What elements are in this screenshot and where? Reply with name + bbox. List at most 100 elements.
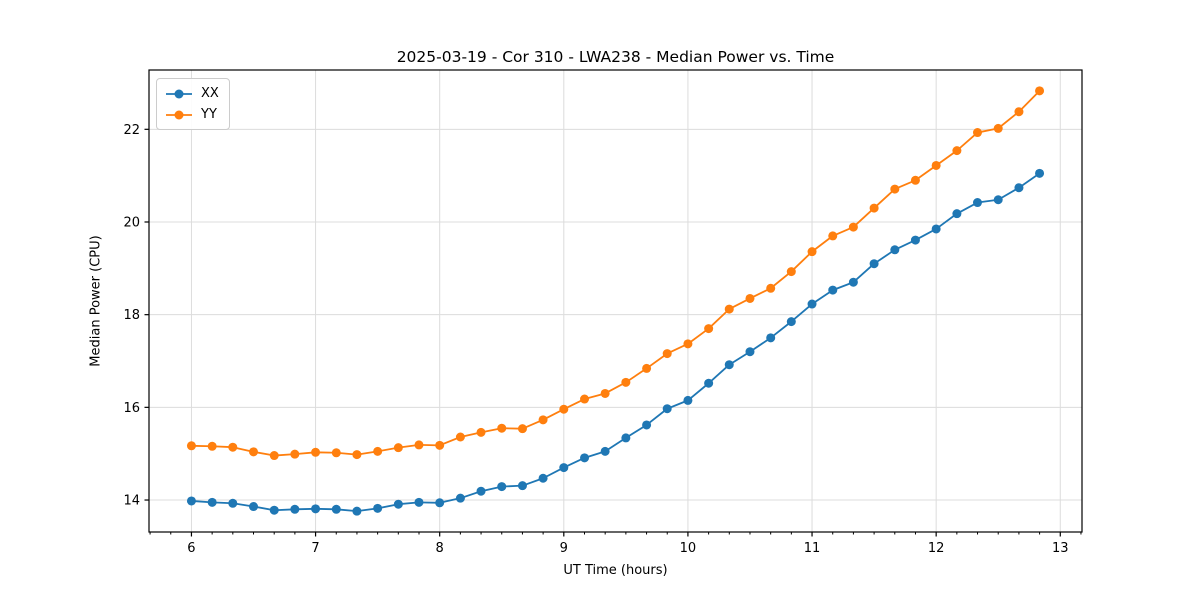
data-point-yy <box>414 440 424 450</box>
data-point-xx <box>269 505 279 515</box>
data-point-yy <box>972 128 982 138</box>
data-point-yy <box>910 175 920 185</box>
legend-box: XX YY <box>156 78 230 130</box>
data-point-xx <box>869 259 879 269</box>
legend-label-yy: YY <box>201 107 217 122</box>
data-point-xx <box>786 317 796 327</box>
data-point-xx <box>207 497 217 507</box>
data-point-yy <box>683 339 693 349</box>
data-point-yy <box>807 247 817 257</box>
data-point-yy <box>580 394 590 404</box>
legend-label-xx: XX <box>201 86 219 101</box>
data-point-yy <box>517 424 527 434</box>
data-point-yy <box>269 451 279 461</box>
data-point-xx <box>455 493 465 503</box>
data-point-yy <box>828 231 838 241</box>
data-point-yy <box>538 415 548 425</box>
series-line-yy <box>191 90 1041 457</box>
data-point-yy <box>993 123 1003 133</box>
y-tick-label: 22 <box>123 123 140 138</box>
data-point-yy <box>600 388 610 398</box>
data-point-yy <box>952 146 962 156</box>
chart-title: 2025-03-19 - Cor 310 - LWA238 - Median P… <box>396 48 835 66</box>
data-point-xx <box>621 433 631 443</box>
data-point-xx <box>910 235 920 245</box>
data-point-yy <box>455 432 465 442</box>
data-point-yy <box>373 446 383 456</box>
data-point-xx <box>993 195 1003 205</box>
data-point-xx <box>331 504 341 514</box>
data-point-xx <box>766 333 776 343</box>
data-point-yy <box>311 447 321 457</box>
data-point-yy <box>352 450 362 460</box>
series-line-xx <box>191 172 1041 513</box>
data-point-xx <box>1014 183 1024 193</box>
data-point-xx <box>972 198 982 208</box>
data-point-yy <box>848 222 858 232</box>
data-point-xx <box>848 277 858 287</box>
data-point-yy <box>249 447 259 457</box>
data-point-xx <box>828 285 838 295</box>
data-point-yy <box>662 349 672 359</box>
data-point-yy <box>435 440 445 450</box>
data-point-yy <box>1014 107 1024 117</box>
data-point-yy <box>704 324 714 334</box>
x-tick-label: 9 <box>560 541 568 556</box>
data-point-yy <box>186 441 196 451</box>
data-point-xx <box>476 486 486 496</box>
x-tick-label: 12 <box>928 541 945 556</box>
legend-entry-yy: YY <box>164 104 219 125</box>
x-tick-label: 6 <box>187 541 195 556</box>
data-point-yy <box>228 442 238 452</box>
data-point-xx <box>890 245 900 255</box>
x-tick-label: 10 <box>680 541 697 556</box>
data-point-yy <box>621 377 631 387</box>
data-point-xx <box>517 481 527 491</box>
data-point-xx <box>352 506 362 516</box>
data-point-xx <box>497 482 507 492</box>
data-point-yy <box>1035 86 1045 96</box>
data-point-xx <box>186 496 196 506</box>
data-point-xx <box>600 446 610 456</box>
data-point-xx <box>683 395 693 405</box>
data-point-yy <box>497 423 507 433</box>
data-point-xx <box>724 360 734 370</box>
data-point-xx <box>704 378 714 388</box>
x-tick-label: 7 <box>311 541 319 556</box>
data-point-yy <box>642 363 652 373</box>
data-point-yy <box>766 283 776 293</box>
data-point-xx <box>435 498 445 508</box>
legend-line-marker-yy <box>166 110 192 119</box>
x-tick-label: 13 <box>1052 541 1069 556</box>
data-point-yy <box>931 160 941 170</box>
data-point-xx <box>662 404 672 414</box>
legend-entry-xx: XX <box>164 83 219 104</box>
data-point-xx <box>228 498 238 508</box>
data-point-xx <box>414 497 424 507</box>
data-point-yy <box>290 449 300 459</box>
data-point-yy <box>724 304 734 314</box>
x-axis-label: UT Time (hours) <box>563 563 668 578</box>
data-point-xx <box>931 224 941 234</box>
data-point-yy <box>207 441 217 451</box>
data-point-xx <box>745 347 755 357</box>
x-tick-label: 8 <box>436 541 444 556</box>
data-point-xx <box>807 299 817 309</box>
data-point-yy <box>393 443 403 453</box>
data-point-yy <box>476 427 486 437</box>
data-point-yy <box>331 448 341 458</box>
data-point-xx <box>1035 168 1045 178</box>
data-point-xx <box>393 499 403 509</box>
y-tick-label: 20 <box>123 215 140 230</box>
data-point-yy <box>869 203 879 213</box>
data-point-yy <box>559 404 569 414</box>
plot-border <box>148 69 1083 533</box>
legend-line-marker-xx <box>166 89 192 98</box>
x-tick-label: 11 <box>804 541 821 556</box>
data-point-xx <box>373 503 383 513</box>
y-tick-label: 16 <box>123 401 140 416</box>
data-point-yy <box>745 293 755 303</box>
data-point-xx <box>580 453 590 463</box>
